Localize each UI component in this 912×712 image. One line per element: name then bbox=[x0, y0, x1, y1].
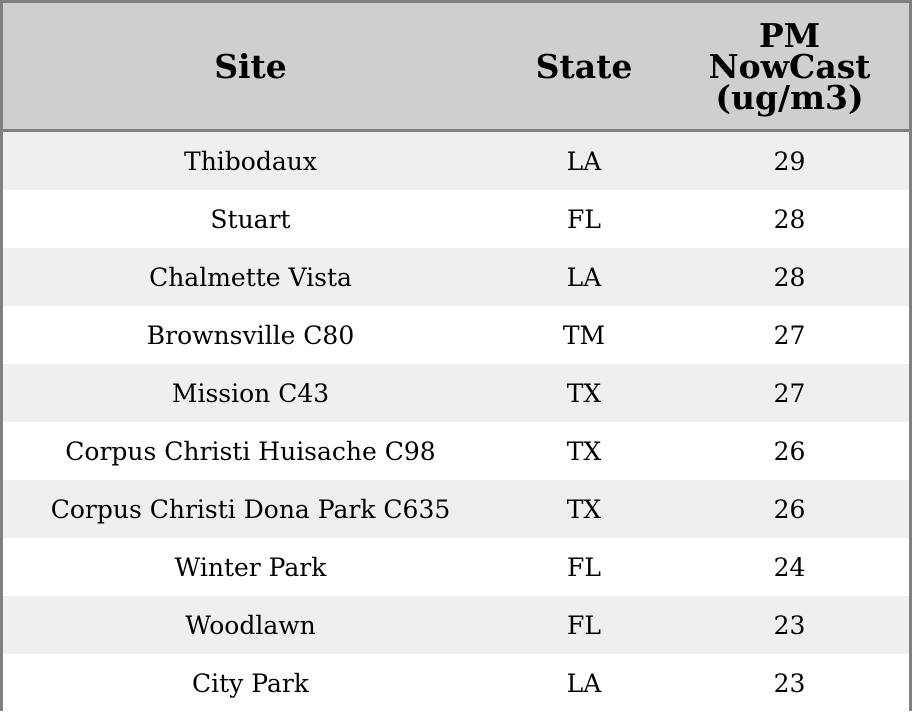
cell-site: Stuart bbox=[3, 190, 498, 248]
cell-site: Winter Park bbox=[3, 538, 498, 596]
cell-pm-nowcast: 29 bbox=[670, 131, 909, 191]
cell-state: FL bbox=[498, 190, 670, 248]
cell-state: FL bbox=[498, 538, 670, 596]
cell-state: TX bbox=[498, 364, 670, 422]
pm-header-line-3: (ug/m3) bbox=[670, 82, 909, 113]
cell-pm-nowcast: 27 bbox=[670, 364, 909, 422]
cell-state: LA bbox=[498, 131, 670, 191]
cell-state: LA bbox=[498, 248, 670, 306]
cell-pm-nowcast: 23 bbox=[670, 654, 909, 712]
cell-pm-nowcast: 24 bbox=[670, 538, 909, 596]
cell-site: Mission C43 bbox=[3, 364, 498, 422]
cell-site: Brownsville C80 bbox=[3, 306, 498, 364]
cell-site: Corpus Christi Dona Park C635 bbox=[3, 480, 498, 538]
column-header-site: Site bbox=[3, 3, 498, 131]
cell-pm-nowcast: 28 bbox=[670, 190, 909, 248]
cell-site: Woodlawn bbox=[3, 596, 498, 654]
cell-pm-nowcast: 26 bbox=[670, 480, 909, 538]
cell-state: TM bbox=[498, 306, 670, 364]
cell-pm-nowcast: 23 bbox=[670, 596, 909, 654]
table-header-row: Site State PM NowCast (ug/m3) bbox=[3, 3, 909, 131]
pm-header-line-1: PM bbox=[670, 20, 909, 51]
column-header-state: State bbox=[498, 3, 670, 131]
cell-state: TX bbox=[498, 422, 670, 480]
pm-header-line-2: NowCast bbox=[670, 51, 909, 82]
cell-state: LA bbox=[498, 654, 670, 712]
column-header-pm-nowcast: PM NowCast (ug/m3) bbox=[670, 3, 909, 131]
cell-site: Thibodaux bbox=[3, 131, 498, 191]
cell-state: TX bbox=[498, 480, 670, 538]
cell-site: Chalmette Vista bbox=[3, 248, 498, 306]
cell-site: Corpus Christi Huisache C98 bbox=[3, 422, 498, 480]
cell-site: City Park bbox=[3, 654, 498, 712]
cell-pm-nowcast: 27 bbox=[670, 306, 909, 364]
cell-pm-nowcast: 28 bbox=[670, 248, 909, 306]
cell-pm-nowcast: 26 bbox=[670, 422, 909, 480]
cell-state: FL bbox=[498, 596, 670, 654]
